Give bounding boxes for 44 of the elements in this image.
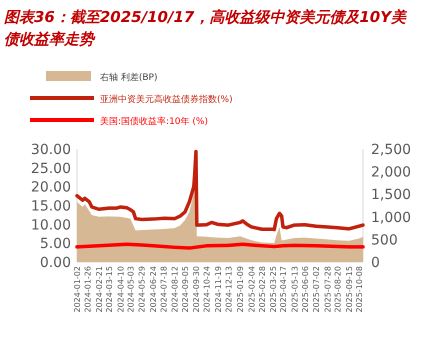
x-tick-label: 2024-04-10: [116, 266, 126, 312]
x-tick-label: 2025-06-06: [300, 266, 310, 312]
x-tick-label: 2025-04-17: [278, 266, 288, 312]
x-tick-label: 2024-05-03: [126, 266, 136, 312]
x-tick-label: 2025-07-02: [312, 266, 322, 312]
x-tick-label: 2024-09-30: [192, 266, 201, 312]
y-tick-label: 20.00: [30, 180, 71, 196]
x-tick-label: 2024-08-12: [170, 266, 180, 312]
x-tick-label: 2025-08-20: [334, 266, 343, 312]
x-tick-label: 2024-10-24: [202, 266, 212, 312]
y2-tick-label: 2,500: [371, 142, 412, 158]
y2-tick-label: 2,000: [371, 164, 412, 181]
x-tick-label: 2024-11-19: [214, 266, 223, 312]
x-tick-label: 2025-01-09: [236, 266, 246, 312]
x-tick-label: 2024-05-29: [138, 266, 147, 312]
x-tick-label: 2024-06-24: [149, 266, 158, 312]
x-tick-label: 2024-02-21: [94, 266, 104, 312]
text: 美国:国债收益率:10年 (%): [100, 116, 208, 127]
x-tick-label: 2025-05-13: [290, 266, 300, 312]
y-tick-label: 15.00: [30, 198, 71, 214]
y-tick-label: 0.00: [40, 255, 71, 271]
x-tick-label: 2025-09-15: [345, 266, 354, 312]
x-tick-label: 2025-02-04: [247, 266, 256, 312]
x-tick-label: 2024-01-26: [83, 266, 92, 312]
x-tick-label: 2024-12-13: [224, 266, 234, 312]
x-tick-label: 2025-02-28: [258, 266, 267, 312]
x-tick-label: 2024-03-15: [104, 266, 114, 312]
x-tick-label: 2025-10-08: [355, 266, 364, 312]
x-tick-label: 2024-01-02: [73, 266, 82, 312]
y-tick-label: 5.00: [40, 236, 71, 252]
x-tick-label: 2024-07-18: [160, 266, 169, 312]
y-tick-label: 10.00: [30, 217, 71, 234]
y-tick-label: 25.00: [30, 160, 71, 177]
chart-title: 图表36：截至2025/10/17，高收益级中资美元债及10Y美债收益率走势: [4, 8, 408, 48]
y2-tick-label: 1,500: [371, 187, 412, 204]
x-tick-label: 2024-09-05: [181, 266, 190, 312]
x-tick-label: 2025-03-25: [268, 266, 278, 312]
y2-tick-label: 500: [371, 232, 398, 248]
y-tick-label: 30.00: [30, 142, 71, 158]
text: 亚洲中资美元高收益债券指数(%): [100, 94, 233, 105]
legend-label: 右轴 利差(BP): [100, 72, 158, 83]
y2-tick-label: 0: [371, 255, 380, 271]
y2-tick-label: 1,000: [371, 210, 412, 226]
x-tick-label: 2025-07-28: [324, 266, 333, 312]
